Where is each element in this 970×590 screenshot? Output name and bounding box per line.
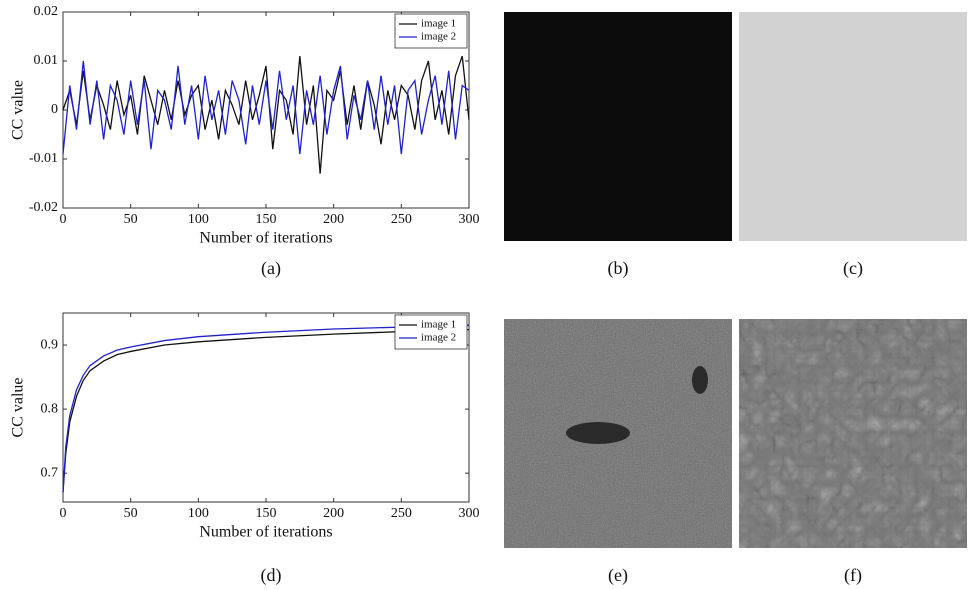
legend-label: image 2 [421,332,456,344]
x-tick-label: 0 [60,506,67,521]
image-c [739,12,967,241]
image-b [504,12,732,241]
image-f-texture [739,319,967,548]
x-tick-label: 150 [256,212,277,227]
x-tick-label: 50 [124,506,138,521]
series-line [62,60,470,155]
y-axis-label: CC value [10,80,27,140]
caption: (e) [608,565,628,586]
y-tick-label: 0.7 [41,465,59,480]
x-tick-label: 200 [323,212,344,227]
bird [692,366,708,394]
legend-box [394,314,468,350]
x-axis-label: Number of iterations [199,524,332,541]
y-tick-label: 0 [51,102,58,117]
x-axis-label: Number of iterations [199,230,332,247]
x-tick-label: 250 [391,506,412,521]
y-tick-label: 0.8 [41,401,59,416]
caption: (f) [844,565,862,586]
y-axis-label: CC value [10,378,27,438]
x-tick-label: 300 [459,212,480,227]
x-tick-label: 100 [188,506,209,521]
x-tick-label: 250 [391,212,412,227]
x-tick-label: 50 [124,212,138,227]
bird [566,422,630,444]
y-tick-label: -0.02 [29,200,58,215]
x-tick-label: 150 [256,506,277,521]
x-tick-label: 0 [60,212,67,227]
y-tick-label: 0.02 [34,4,59,19]
y-tick-label: -0.01 [29,151,58,166]
legend-box [394,13,468,49]
x-tick-label: 300 [459,506,480,521]
legend-label: image 1 [421,18,456,30]
series-line [62,55,470,174]
y-tick-label: 0.9 [41,337,59,352]
legend-label: image 1 [421,319,456,331]
caption: (a) [261,258,281,279]
y-tick-label: 0.01 [34,53,59,68]
series-line [62,324,470,493]
caption: (d) [261,565,282,586]
caption: (c) [843,258,863,279]
caption: (b) [608,258,629,279]
x-tick-label: 200 [323,506,344,521]
series-line [62,329,470,493]
x-tick-label: 100 [188,212,209,227]
legend-label: image 2 [421,31,456,43]
